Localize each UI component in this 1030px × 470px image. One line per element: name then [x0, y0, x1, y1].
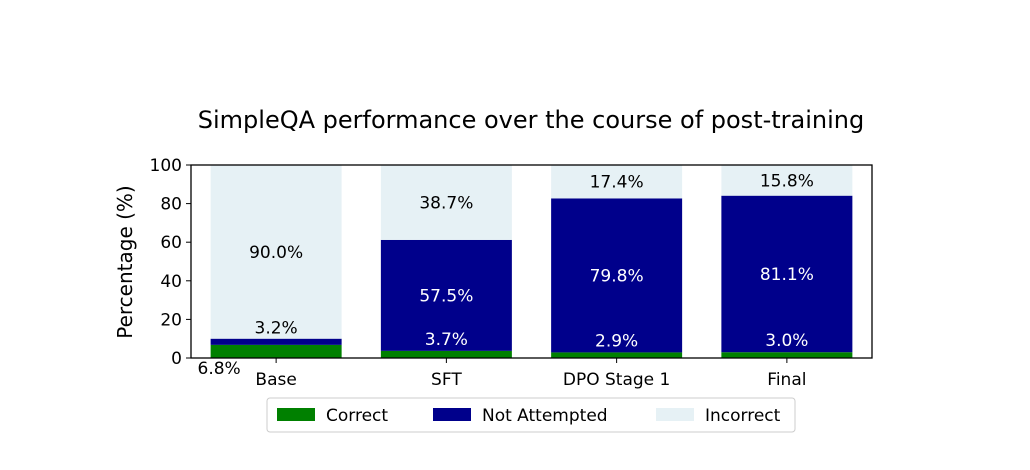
- x-axis: Base SFT DPO Stage 1 Final: [255, 358, 806, 390]
- data-label-not-attempted: 3.2%: [255, 319, 298, 339]
- y-tick-label: 60: [160, 233, 182, 253]
- x-tick-label: DPO Stage 1: [563, 370, 670, 390]
- y-tick-label: 20: [160, 310, 182, 330]
- data-label-not-attempted: 79.8%: [590, 266, 644, 286]
- data-label-incorrect: 15.8%: [760, 171, 814, 191]
- data-label-incorrect: 90.0%: [249, 243, 303, 263]
- legend-frame: [266, 397, 796, 433]
- data-label-not-attempted: 57.5%: [419, 286, 473, 306]
- data-label-correct: 3.0%: [765, 331, 808, 351]
- data-label-correct: 2.9%: [595, 331, 638, 351]
- y-tick-label: 0: [171, 349, 182, 369]
- y-tick-label: 100: [150, 156, 182, 176]
- y-tick-label: 80: [160, 195, 182, 215]
- chart-title: SimpleQA performance over the course of …: [198, 106, 864, 134]
- bar-not-attempted-sft: [380, 239, 512, 351]
- bar-correct-dpo-stage-1: [551, 352, 683, 358]
- bar-not-attempted-final: [721, 195, 853, 353]
- x-tick-label: SFT: [431, 370, 462, 390]
- bar-incorrect-dpo-stage-1: [551, 164, 683, 199]
- legend-swatch-correct: [277, 408, 315, 421]
- legend-label-not-attempted: Not Attempted: [482, 406, 608, 426]
- legend-label-correct: Correct: [326, 406, 388, 426]
- data-label-incorrect: 17.4%: [590, 173, 644, 193]
- data-label-correct: 6.8%: [198, 359, 241, 379]
- bar-not-attempted-dpo-stage-1: [551, 198, 683, 353]
- x-tick-label: Final: [767, 370, 806, 390]
- data-label-incorrect: 38.7%: [419, 194, 473, 214]
- legend-swatch-incorrect: [656, 408, 694, 421]
- bar-incorrect-sft: [380, 165, 512, 240]
- bar-incorrect-base: [210, 165, 342, 339]
- bar-correct-base: [210, 344, 342, 358]
- legend: Correct Not Attempted Incorrect: [266, 397, 796, 433]
- bar-correct-final: [721, 352, 853, 358]
- legend-label-incorrect: Incorrect: [705, 406, 781, 426]
- plot-frame: [190, 164, 873, 359]
- y-axis-label: Percentage (%): [113, 185, 137, 338]
- data-labels-layer: 6.8% 3.2% 90.0% 3.7% 57.5% 38.7% 2.9% 79.8% 17.4…: [198, 171, 814, 379]
- bar-incorrect-final: [721, 165, 853, 196]
- bar-not-attempted-base: [210, 338, 342, 345]
- bars-layer: [210, 164, 853, 358]
- x-tick-label: Base: [255, 370, 296, 390]
- bar-correct-sft: [380, 350, 512, 358]
- y-axis: 0 20 40 60 80 100: [150, 156, 191, 369]
- legend-swatch-not-attempted: [433, 408, 471, 421]
- y-tick-label: 40: [160, 272, 182, 292]
- data-label-not-attempted: 81.1%: [760, 265, 814, 285]
- data-label-correct: 3.7%: [425, 330, 468, 350]
